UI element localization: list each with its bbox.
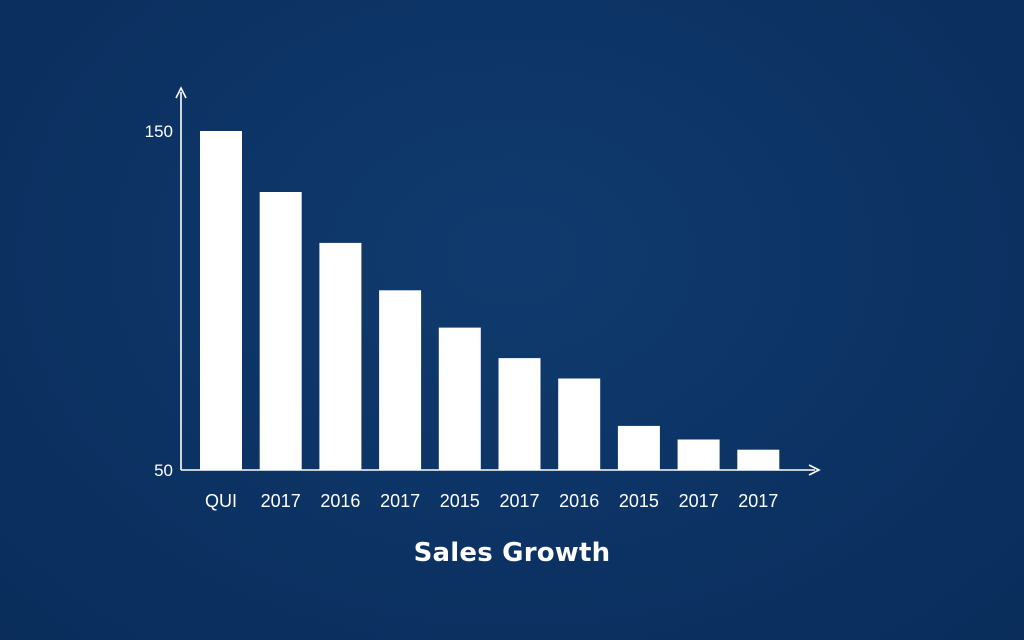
bar (319, 242, 362, 470)
bar (379, 290, 422, 470)
bar (737, 449, 780, 470)
x-tick-labels: QUI 2017 2016 2017 2015 2017 2016 2015 2017 2017 (205, 491, 778, 511)
x-tick-label: 2015 (440, 491, 480, 511)
chart-title: Sales Growth (413, 538, 611, 568)
bar (498, 358, 541, 470)
axes-group (175, 86, 821, 476)
x-tick-label: 2017 (380, 491, 420, 511)
x-tick-label: QUI (205, 491, 237, 511)
y-tick-label: 150 (145, 122, 173, 141)
bar (438, 327, 481, 470)
x-tick-label: 2017 (499, 491, 539, 511)
x-tick-label: 2017 (261, 491, 301, 511)
bar (617, 425, 660, 470)
x-tick-label: 2015 (619, 491, 659, 511)
x-axis-arrow-icon (808, 464, 821, 476)
x-tick-label: 2016 (559, 491, 599, 511)
x-tick-label: 2016 (320, 491, 360, 511)
bar (558, 378, 601, 470)
y-tick-labels: 150 50 (145, 122, 173, 480)
y-axis-arrow-icon (175, 86, 187, 99)
bar (259, 192, 302, 470)
bars-group (200, 131, 780, 470)
x-tick-label: 2017 (679, 491, 719, 511)
y-tick-label: 50 (154, 461, 173, 480)
x-tick-label: 2017 (738, 491, 778, 511)
bar (200, 131, 242, 470)
bar (677, 439, 720, 470)
